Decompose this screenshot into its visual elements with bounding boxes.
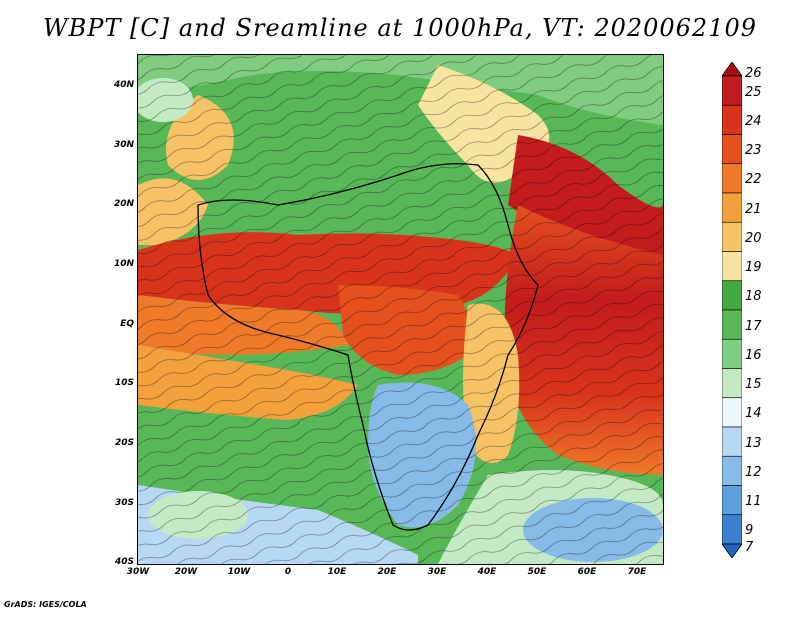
colorbar-level-label: 26: [745, 66, 762, 81]
streamlines-overlay: [138, 55, 663, 564]
colorbar-swatch: [722, 75, 742, 106]
colorbar-level-label: 23: [745, 143, 762, 159]
colorbar-level-label: 15: [745, 377, 762, 393]
colorbar-swatch: [722, 251, 742, 282]
lat-label-20s: 20S: [114, 438, 134, 448]
lon-label-40e: 40E: [477, 567, 497, 577]
colorbar-level-label: 7: [745, 540, 754, 555]
colorbar-swatch: [722, 104, 742, 135]
colorbar-level-label: 20: [745, 230, 762, 246]
colorbar-level-label: 19: [745, 260, 762, 276]
lon-label-10w: 10W: [227, 567, 251, 577]
grads-credit: GrADS: IGES/COLA: [4, 600, 87, 609]
lat-label-30s: 30S: [114, 498, 134, 508]
colorbar-swatch: [722, 192, 742, 223]
chart-title: WBPT [C] and Sreamline at 1000hPa, VT: 2…: [42, 14, 758, 42]
colorbar-level-label: 13: [745, 435, 762, 451]
colorbar-level-label: 21: [745, 201, 762, 217]
colorbar-level-label: 11: [745, 494, 762, 510]
colorbar-bottom-arrow: [722, 543, 742, 558]
lat-label-10s: 10S: [114, 378, 134, 388]
lat-label-30n: 30N: [113, 140, 134, 150]
colorbar-swatch: [722, 338, 742, 369]
lon-label-30w: 30W: [126, 567, 150, 577]
colorbar-level-label: 14: [745, 406, 762, 422]
colorbar-swatch: [722, 280, 742, 311]
lon-label-20w: 20W: [174, 567, 198, 577]
colorbar-swatch: [722, 485, 742, 516]
lat-label-eq: EQ: [120, 319, 134, 329]
colorbar-swatch: [722, 455, 742, 486]
colorbar-level-label: 12: [745, 464, 762, 480]
lat-label-40s: 40S: [114, 557, 134, 567]
lon-label-30e: 30E: [427, 567, 447, 577]
colorbar-level-label: 24: [745, 113, 762, 129]
colorbar-swatch: [722, 134, 742, 165]
wbpt-streamline-map: [138, 55, 663, 564]
colorbar: [722, 62, 742, 558]
lon-label-50e: 50E: [527, 567, 547, 577]
colorbar-swatch: [722, 426, 742, 457]
lon-label-10e: 10E: [327, 567, 347, 577]
colorbar-level-label: 22: [745, 172, 762, 188]
colorbar-level-label: 17: [745, 318, 762, 334]
map-panel: [137, 54, 664, 565]
colorbar-swatch: [722, 221, 742, 252]
colorbar-level-label: 18: [745, 289, 762, 305]
colorbar-level-label: 9: [745, 523, 754, 539]
colorbar-level-label: 25: [745, 84, 762, 100]
lon-label-70e: 70E: [627, 567, 647, 577]
africa-coastline: [197, 163, 539, 531]
lon-label-60e: 60E: [577, 567, 597, 577]
lat-label-20n: 20N: [113, 199, 134, 209]
colorbar-swatch: [722, 163, 742, 194]
colorbar-swatch: [722, 368, 742, 399]
colorbar-top-arrow: [722, 62, 742, 77]
lat-label-40n: 40N: [113, 80, 134, 90]
colorbar-swatch: [722, 309, 742, 340]
lon-label-0: 0: [284, 567, 292, 577]
colorbar-swatch: [722, 397, 742, 428]
lat-label-10n: 10N: [113, 259, 134, 269]
colorbar-swatch: [722, 514, 742, 545]
colorbar-level-label: 16: [745, 347, 762, 363]
lon-label-20e: 20E: [377, 567, 397, 577]
